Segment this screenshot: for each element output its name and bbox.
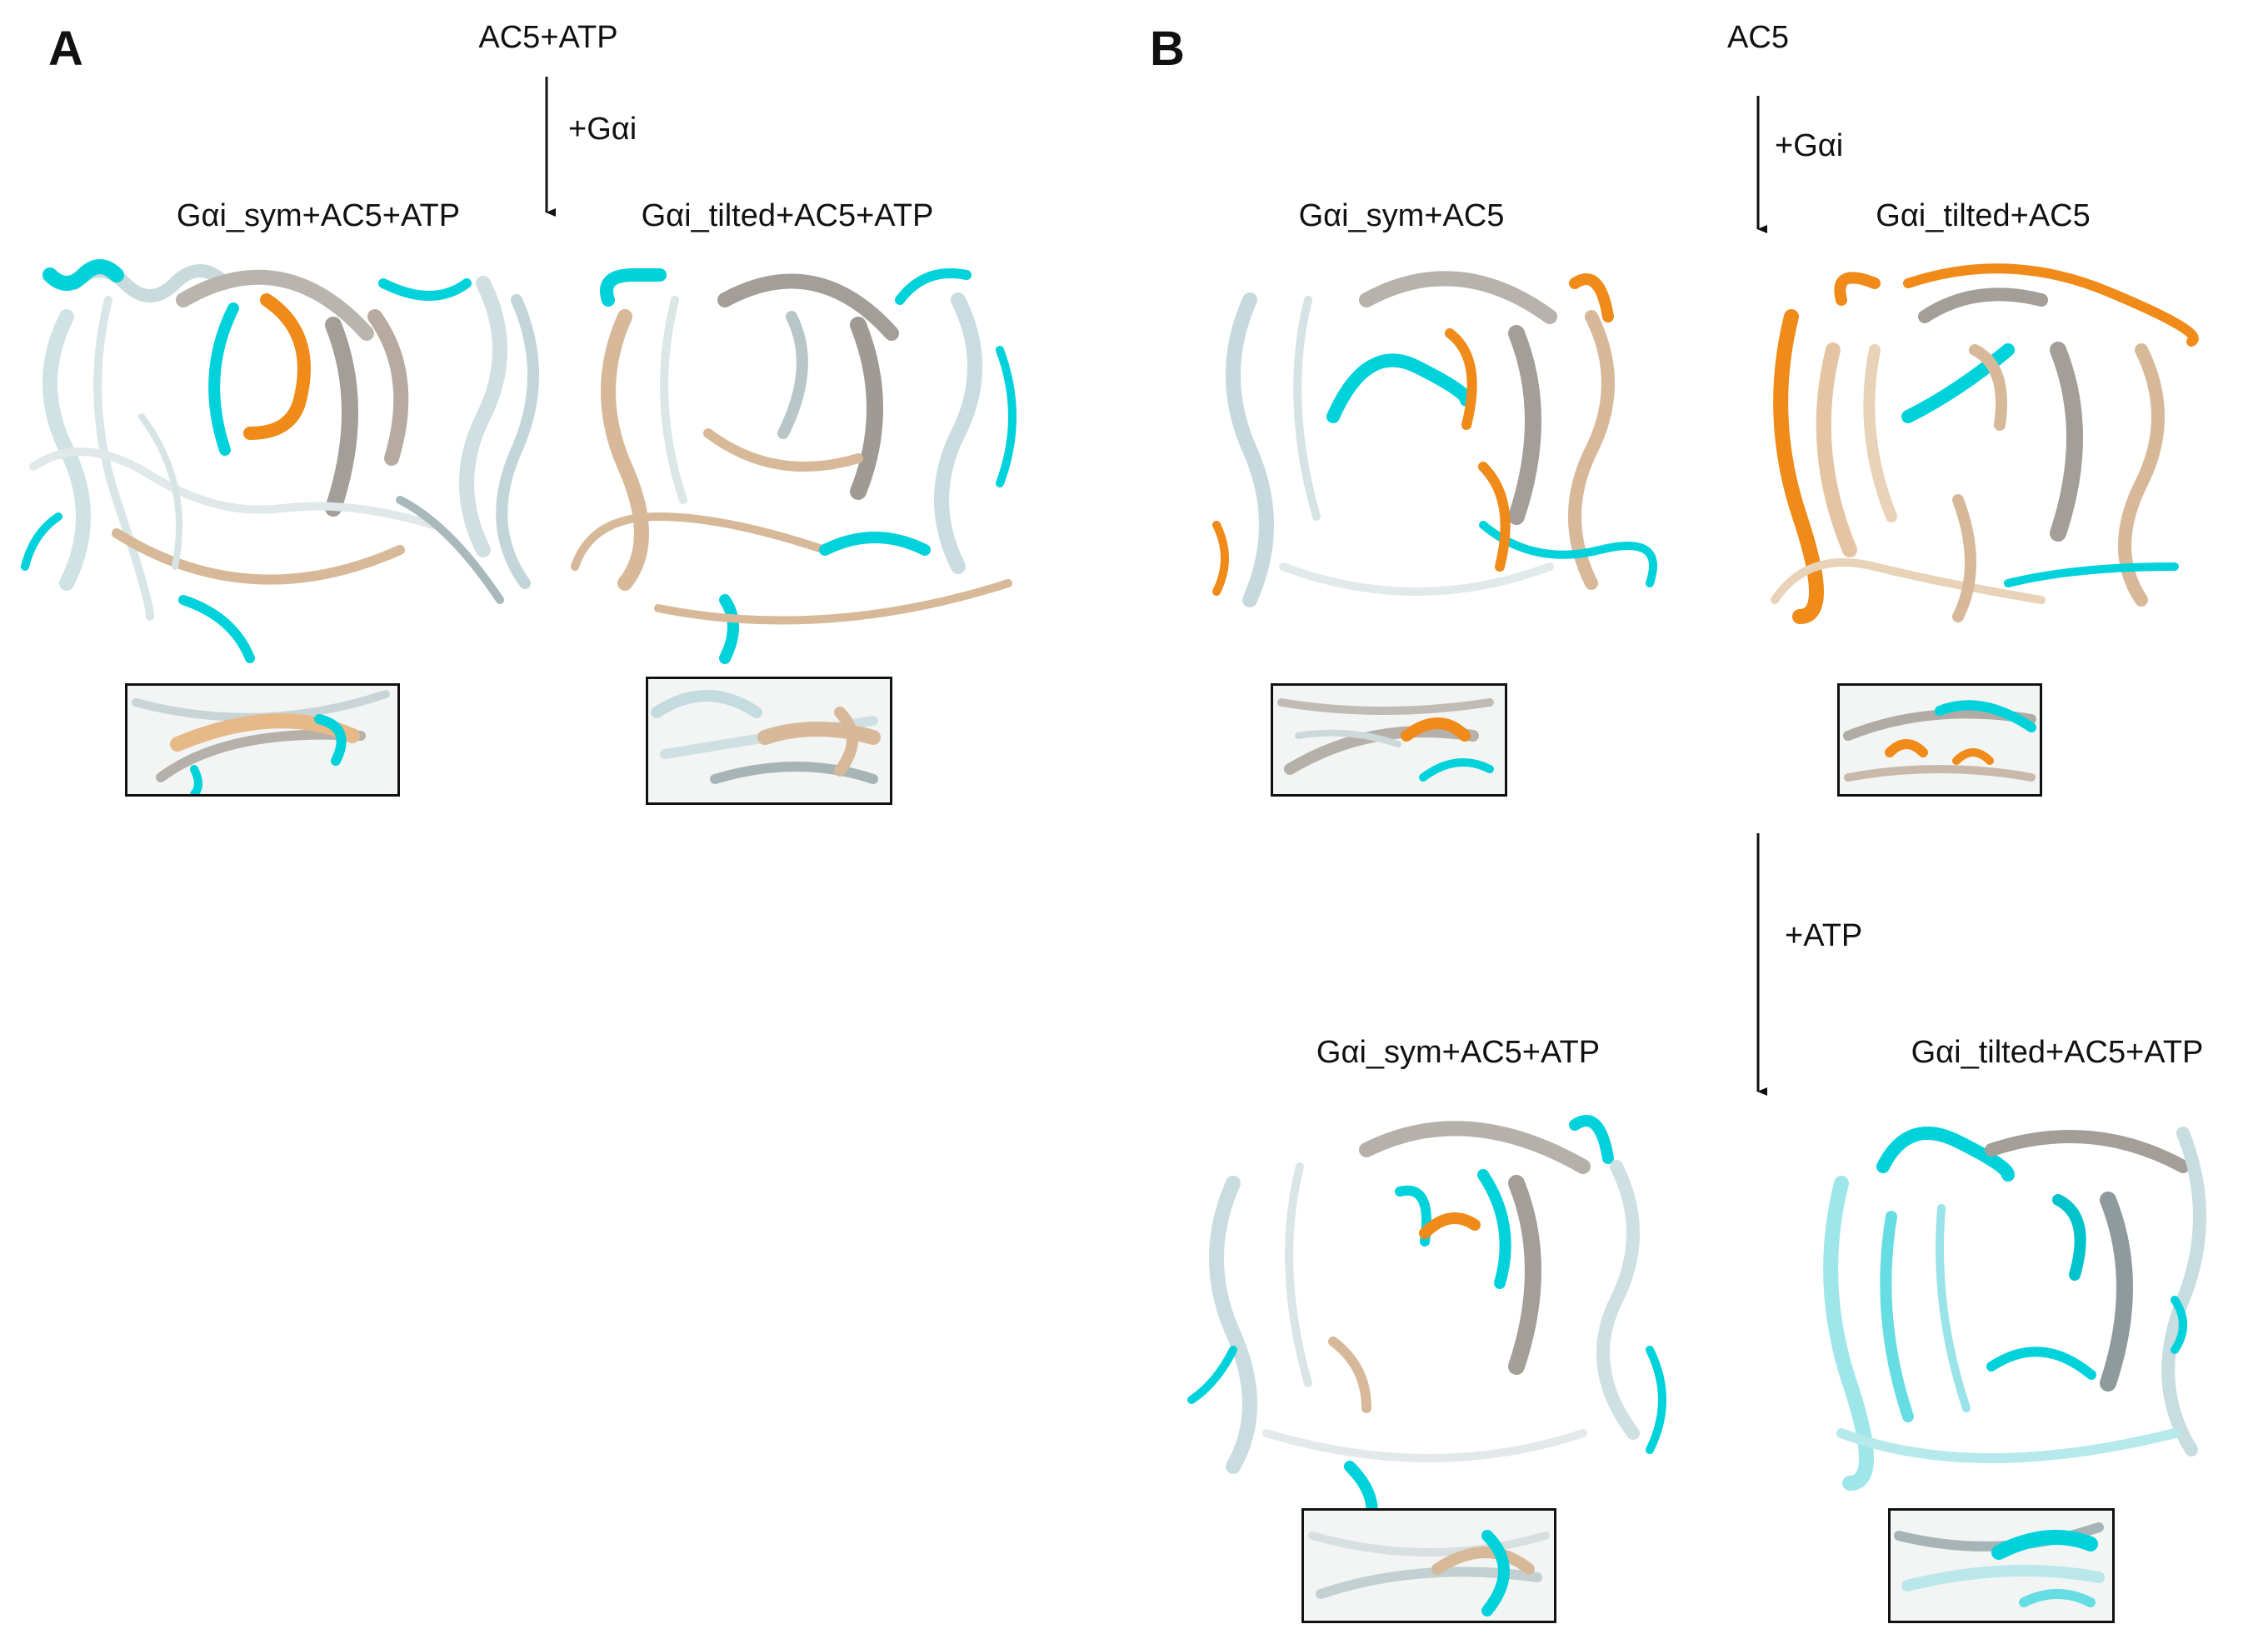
panel-b-arrow1-label: +Gαi — [1775, 128, 1844, 163]
inset-a-tilted — [646, 677, 892, 805]
structure-b-sym-bottom — [1187, 1115, 1666, 1533]
panel-b-structure-top-right-label: Gαi_tilted+AC5 — [1876, 198, 2091, 233]
panel-b-structure-top-left-label: Gαi_sym+AC5 — [1298, 198, 1505, 233]
panel-b-structure-bottom-right-label: Gαi_tilted+AC5+ATP — [1911, 1035, 2204, 1070]
panel-a-arrow-label: +Gαi — [568, 112, 637, 147]
panel-b-top-label: AC5 — [1727, 20, 1789, 55]
panel-b-arrow2-label: +ATP — [1785, 918, 1863, 953]
panel-a-structure-right-label: Gαi_tilted+AC5+ATP — [641, 198, 934, 233]
inset-a-sym — [125, 683, 400, 797]
structure-b-tilted-bottom — [1823, 1127, 2206, 1491]
panel-b-structure-bottom-left-label: Gαi_sym+AC5+ATP — [1316, 1035, 1601, 1070]
structure-a-sym — [21, 259, 539, 663]
structure-b-tilted-top — [1771, 263, 2199, 624]
panel-letter-a: A — [48, 22, 83, 76]
inset-b-tilted-top — [1837, 683, 2042, 797]
structure-a-tilted — [571, 268, 1017, 664]
inset-b-tilted-bottom — [1888, 1508, 2115, 1623]
panel-a-top-label: AC5+ATP — [478, 20, 618, 55]
panel-letter-b: B — [1150, 22, 1185, 76]
structure-b-sym-top — [1212, 271, 1657, 607]
inset-b-sym-bottom — [1301, 1508, 1556, 1623]
panel-a-structure-left-label: Gαi_sym+AC5+ATP — [176, 198, 461, 233]
inset-b-sym-top — [1271, 683, 1507, 797]
